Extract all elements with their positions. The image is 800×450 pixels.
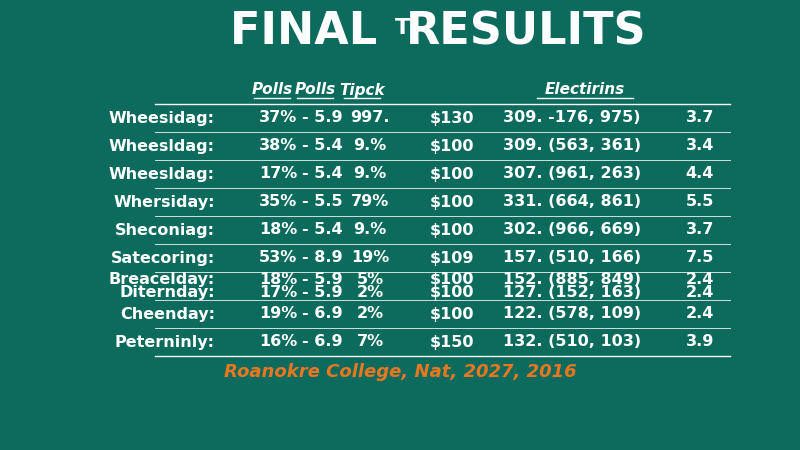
Text: - 5.4: - 5.4 xyxy=(302,166,342,181)
Text: 35%: 35% xyxy=(259,194,297,210)
Text: 157. (510, 166): 157. (510, 166) xyxy=(503,251,641,266)
Text: 18%: 18% xyxy=(259,222,297,238)
Text: - 6.9: - 6.9 xyxy=(302,334,342,350)
Text: $100: $100 xyxy=(430,166,474,181)
Text: $109: $109 xyxy=(430,251,474,266)
Text: 4.4: 4.4 xyxy=(686,166,714,181)
Text: 997.: 997. xyxy=(350,111,390,126)
Text: Wheesldag:: Wheesldag: xyxy=(109,166,215,181)
Text: $100: $100 xyxy=(430,285,474,300)
Text: 152. (885, 849): 152. (885, 849) xyxy=(503,272,641,288)
Text: $100: $100 xyxy=(430,222,474,238)
Text: 307. (961, 263): 307. (961, 263) xyxy=(503,166,641,181)
Text: 5%: 5% xyxy=(357,272,383,288)
Text: Polls: Polls xyxy=(251,82,293,98)
Text: $100: $100 xyxy=(430,306,474,321)
Text: 127. (152, 163): 127. (152, 163) xyxy=(503,285,641,300)
Text: 3.9: 3.9 xyxy=(686,334,714,350)
Text: 9.%: 9.% xyxy=(354,139,386,153)
Text: $100: $100 xyxy=(430,272,474,288)
Text: 19%: 19% xyxy=(259,306,297,321)
Text: - 6.9: - 6.9 xyxy=(302,306,342,321)
Text: Cheenday:: Cheenday: xyxy=(120,306,215,321)
Text: Diternday:: Diternday: xyxy=(119,285,215,300)
Text: 9.%: 9.% xyxy=(354,222,386,238)
Text: 2%: 2% xyxy=(357,306,383,321)
Text: 2%: 2% xyxy=(357,285,383,300)
Text: Peterninly:: Peterninly: xyxy=(115,334,215,350)
Text: - 5.4: - 5.4 xyxy=(302,222,342,238)
Text: Wheesidag:: Wheesidag: xyxy=(109,111,215,126)
Text: 3.4: 3.4 xyxy=(686,139,714,153)
Text: Electirins: Electirins xyxy=(545,82,625,98)
Text: RESULITS: RESULITS xyxy=(406,10,646,54)
Text: Polls: Polls xyxy=(294,82,336,98)
Text: 3.7: 3.7 xyxy=(686,222,714,238)
Text: 331. (664, 861): 331. (664, 861) xyxy=(503,194,641,210)
Text: - 8.9: - 8.9 xyxy=(302,251,342,266)
Text: Roanokre College, Nat, 2027, 2016: Roanokre College, Nat, 2027, 2016 xyxy=(224,363,576,381)
Text: $100: $100 xyxy=(430,194,474,210)
Text: $130: $130 xyxy=(430,111,474,126)
Text: 17%: 17% xyxy=(259,166,297,181)
Text: 309. -176, 975): 309. -176, 975) xyxy=(503,111,641,126)
Text: 5.5: 5.5 xyxy=(686,194,714,210)
Text: 2.4: 2.4 xyxy=(686,306,714,321)
Text: 3.7: 3.7 xyxy=(686,111,714,126)
Text: 37%: 37% xyxy=(259,111,297,126)
Text: 53%: 53% xyxy=(259,251,297,266)
Text: 79%: 79% xyxy=(351,194,389,210)
Text: FINAL: FINAL xyxy=(230,10,393,54)
Text: Tipck: Tipck xyxy=(339,82,385,98)
Text: 18%: 18% xyxy=(259,272,297,288)
Text: 38%: 38% xyxy=(259,139,297,153)
Text: 309. (563, 361): 309. (563, 361) xyxy=(503,139,641,153)
Text: 9.%: 9.% xyxy=(354,166,386,181)
Text: 7.5: 7.5 xyxy=(686,251,714,266)
Text: 16%: 16% xyxy=(259,334,297,350)
Text: 2.4: 2.4 xyxy=(686,272,714,288)
Text: 19%: 19% xyxy=(351,251,389,266)
Text: - 5.9: - 5.9 xyxy=(302,272,342,288)
Text: - 5.9: - 5.9 xyxy=(302,111,342,126)
Text: 302. (966, 669): 302. (966, 669) xyxy=(503,222,641,238)
Text: 7%: 7% xyxy=(357,334,383,350)
Text: 17%: 17% xyxy=(259,285,297,300)
Text: $150: $150 xyxy=(430,334,474,350)
Text: $100: $100 xyxy=(430,139,474,153)
Text: - 5.9: - 5.9 xyxy=(302,285,342,300)
Text: Satecoring:: Satecoring: xyxy=(110,251,215,266)
Text: Sheconiag:: Sheconiag: xyxy=(115,222,215,238)
Text: 2.4: 2.4 xyxy=(686,285,714,300)
Text: Breacelday:: Breacelday: xyxy=(109,272,215,288)
Text: - 5.4: - 5.4 xyxy=(302,139,342,153)
Text: Wheesldag:: Wheesldag: xyxy=(109,139,215,153)
Text: T: T xyxy=(395,18,410,38)
Text: 132. (510, 103): 132. (510, 103) xyxy=(503,334,641,350)
Text: Whersiday:: Whersiday: xyxy=(114,194,215,210)
Text: 122. (578, 109): 122. (578, 109) xyxy=(503,306,641,321)
Text: - 5.5: - 5.5 xyxy=(302,194,342,210)
